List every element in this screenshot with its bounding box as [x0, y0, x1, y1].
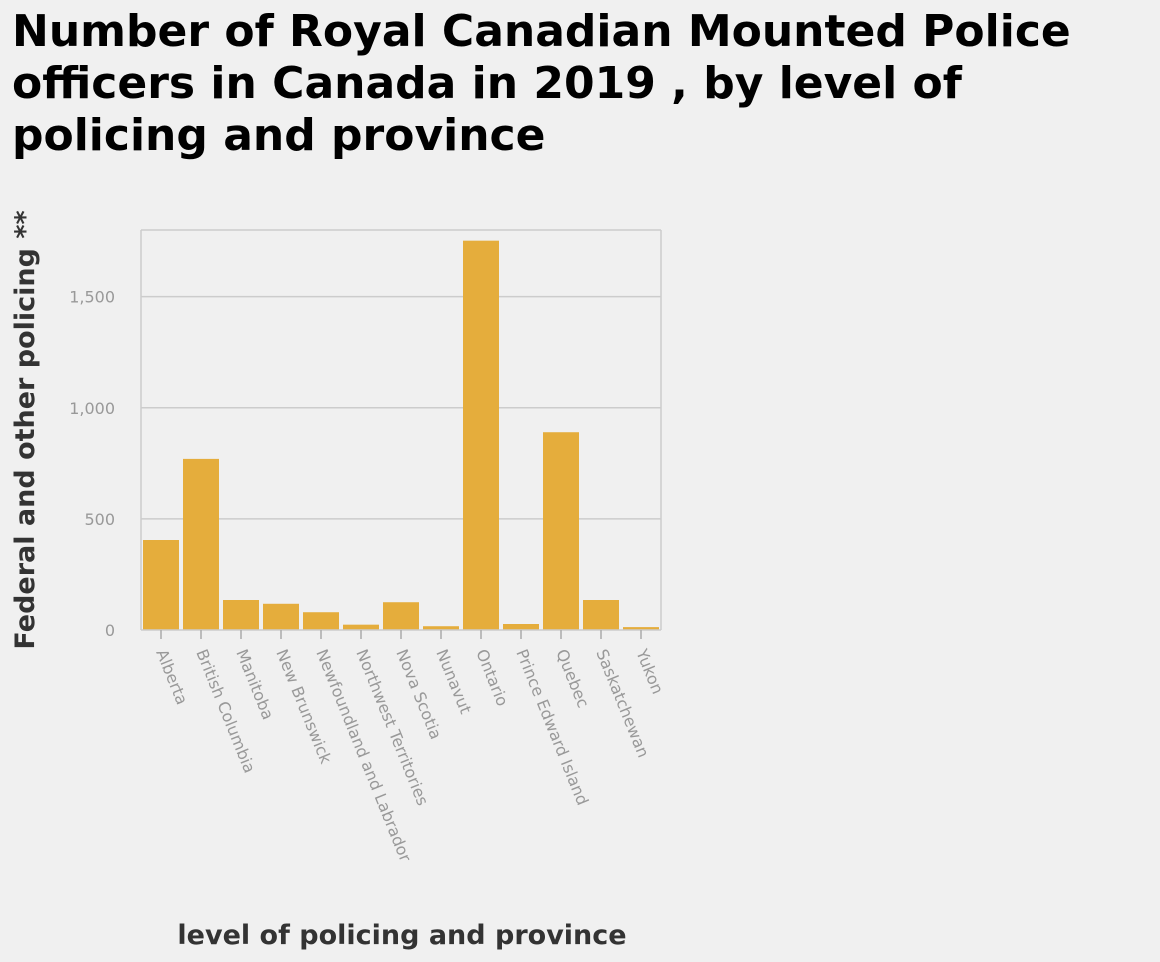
- bar: [303, 612, 339, 630]
- bar: [143, 540, 179, 630]
- axes: [140, 230, 661, 639]
- x-tick-label: Yukon: [632, 645, 667, 696]
- y-tick-label: 0: [105, 621, 115, 640]
- y-tick-label: 1,000: [69, 399, 115, 418]
- bar: [583, 600, 619, 630]
- x-tick-label: Manitoba: [232, 646, 277, 722]
- bar: [503, 624, 539, 630]
- bar: [463, 240, 499, 630]
- bar: [343, 624, 379, 630]
- chart-title: Number of Royal Canadian Mounted Police …: [12, 6, 1071, 161]
- x-axis-title: level of policing and province: [177, 920, 626, 951]
- y-tick-label: 500: [84, 510, 115, 529]
- bar: [543, 432, 579, 630]
- bar: [423, 626, 459, 630]
- x-tick-label: Nunavut: [432, 646, 475, 716]
- x-tick-label: Ontario: [472, 646, 512, 708]
- bars: [143, 240, 659, 630]
- y-tick-label: 1,500: [69, 288, 115, 307]
- bar: [383, 602, 419, 630]
- bar: [223, 600, 259, 630]
- y-tick-labels: 0 500 1,000 1,500: [69, 288, 115, 640]
- y-axis-title: Federal and other policing **: [10, 210, 41, 649]
- x-tick-label: Alberta: [152, 646, 191, 707]
- bar: [263, 603, 299, 630]
- bar: [623, 627, 659, 630]
- bar: [183, 458, 219, 630]
- x-tick-label: Quebec: [552, 646, 593, 710]
